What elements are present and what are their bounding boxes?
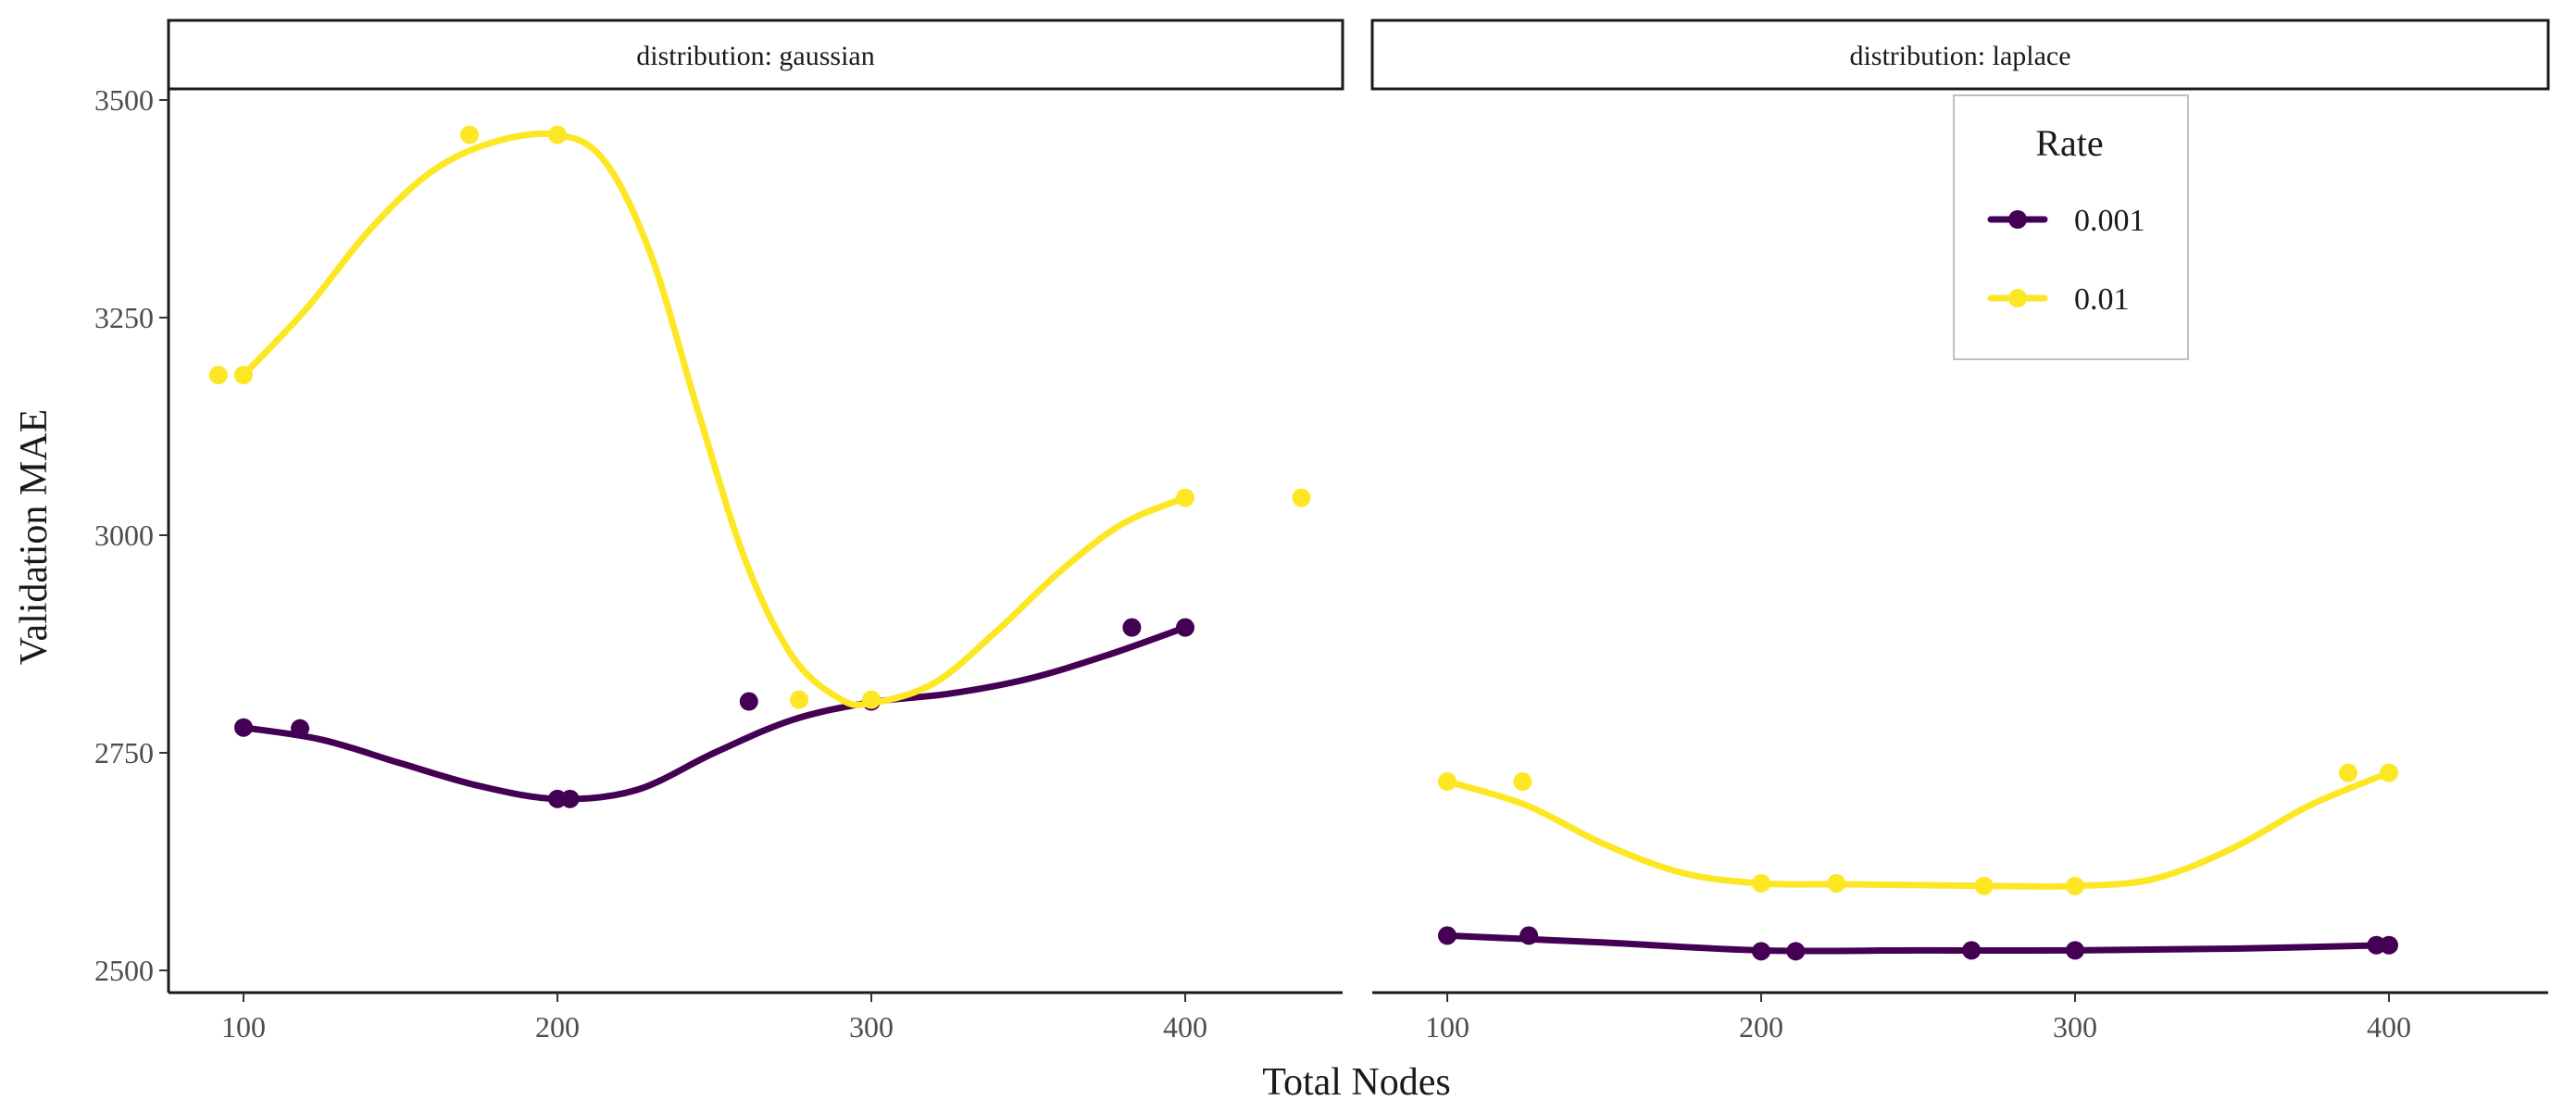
x-tick-label: 200 [535, 1010, 580, 1044]
data-point-laplace-rate-0.01 [2338, 763, 2357, 782]
legend-key-point-0.01 [2008, 289, 2027, 307]
y-axis-title: Validation MAE [13, 409, 56, 665]
x-tick-label: 400 [1163, 1010, 1207, 1044]
facet-strip-label-laplace: distribution: laplace [1849, 41, 2070, 71]
data-point-laplace-rate-0.01 [1513, 772, 1532, 792]
data-point-gaussian-rate-0.001 [234, 718, 253, 737]
legend-title: Rate [2035, 122, 2103, 164]
data-point-laplace-rate-0.001 [1962, 941, 1982, 960]
data-point-laplace-rate-0.01 [1438, 772, 1457, 792]
data-point-gaussian-rate-0.001 [1122, 618, 1142, 637]
facet-strip-laplace [1370, 19, 2550, 91]
x-tick-label: 100 [221, 1010, 266, 1044]
data-point-laplace-rate-0.001 [2380, 935, 2398, 955]
x-tick-label: 200 [1739, 1010, 1783, 1044]
data-point-gaussian-rate-0.001 [291, 719, 310, 738]
data-point-laplace-rate-0.001 [1786, 942, 1806, 961]
y-tick-label: 3000 [94, 519, 154, 552]
legend-label-0.001: 0.001 [2074, 204, 2145, 238]
data-point-laplace-rate-0.01 [1974, 876, 1994, 895]
x-tick-label: 100 [1425, 1010, 1469, 1044]
data-point-laplace-rate-0.001 [1438, 926, 1457, 945]
data-point-gaussian-rate-0.01 [208, 366, 228, 385]
x-axis-title: Total Nodes [1262, 1061, 1451, 1104]
x-tick-label: 300 [849, 1010, 894, 1044]
y-tick-label: 3500 [94, 83, 154, 117]
data-point-gaussian-rate-0.001 [739, 692, 758, 711]
smooth-line-gaussian-rate-0.01 [240, 130, 1189, 708]
data-point-gaussian-rate-0.001 [1176, 618, 1194, 637]
y-tick-label: 2500 [94, 954, 154, 987]
data-point-gaussian-rate-0.01 [460, 125, 480, 144]
facet-strip-gaussian [167, 19, 1344, 91]
smooth-line-gaussian-rate-0.001 [240, 624, 1189, 803]
data-point-laplace-rate-0.01 [2380, 763, 2398, 782]
data-point-laplace-rate-0.01 [1827, 874, 1846, 893]
data-point-gaussian-rate-0.01 [1176, 488, 1194, 507]
data-point-gaussian-rate-0.01 [548, 125, 567, 144]
facet-strip-label-gaussian: distribution: gaussian [636, 41, 875, 71]
x-tick-label: 400 [2367, 1010, 2411, 1044]
data-point-gaussian-rate-0.01 [1292, 488, 1311, 507]
data-point-laplace-rate-0.01 [2066, 876, 2084, 895]
data-point-gaussian-rate-0.01 [790, 690, 809, 709]
y-tick-label: 3250 [94, 301, 154, 334]
data-point-laplace-rate-0.001 [1752, 942, 1770, 961]
y-tick-label: 2750 [94, 736, 154, 769]
smooth-line-laplace-rate-0.01 [1444, 769, 2393, 890]
data-point-laplace-rate-0.01 [1752, 874, 1770, 893]
data-point-gaussian-rate-0.01 [862, 690, 881, 709]
smooth-line-laplace-rate-0.001 [1444, 932, 2393, 955]
data-point-gaussian-rate-0.001 [560, 789, 580, 808]
legend-box [1953, 94, 2189, 360]
legend-key-point-0.001 [2008, 210, 2027, 229]
data-point-laplace-rate-0.001 [1519, 926, 1539, 945]
legend-label-0.01: 0.01 [2074, 282, 2130, 317]
legend: Rate 0.001 0.01 [1953, 94, 2189, 360]
data-point-gaussian-rate-0.01 [234, 366, 253, 385]
data-point-laplace-rate-0.001 [2066, 941, 2084, 960]
x-tick-label: 300 [2053, 1010, 2097, 1044]
plot-area: distribution: gaussian 100 200 300 400 2500 27… [94, 19, 2550, 1044]
